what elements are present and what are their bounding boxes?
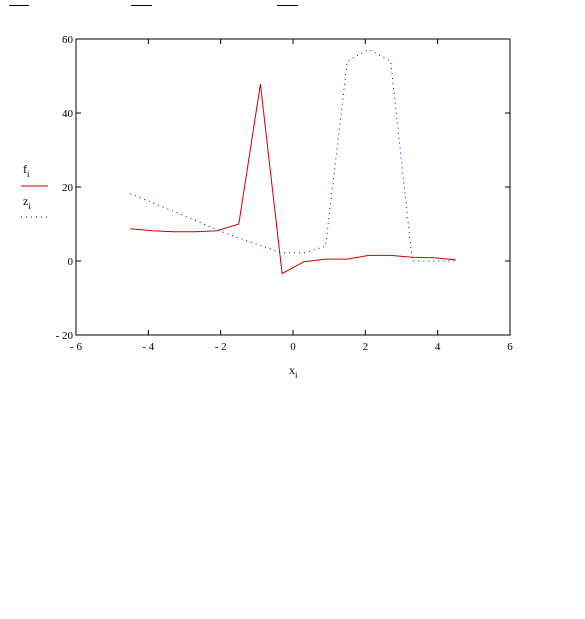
plot-frame bbox=[75, 38, 511, 336]
x-tick-label: 4 bbox=[435, 341, 441, 353]
legend-label-f-name: f bbox=[23, 162, 27, 176]
series-layer bbox=[130, 48, 456, 275]
y-tick-label: 40 bbox=[62, 108, 74, 120]
x-tick-label: 2 bbox=[363, 341, 369, 353]
y-tick-label: - 20 bbox=[56, 330, 74, 342]
legend-label-z-sub: i bbox=[28, 201, 31, 211]
axis-ticks bbox=[75, 38, 511, 336]
region-marker-3 bbox=[277, 5, 298, 6]
y-tick-label: 0 bbox=[68, 256, 74, 268]
x-tick-label: 6 bbox=[507, 341, 513, 353]
y-tick-labels: - 20 0 20 40 60 bbox=[56, 34, 74, 342]
x-axis-label: xi bbox=[289, 363, 298, 380]
x-tick-label: - 6 bbox=[70, 341, 82, 353]
region-marker-1 bbox=[9, 5, 29, 6]
x-tick-labels: - 6 - 4 - 2 0 2 4 6 bbox=[70, 341, 513, 353]
legend-label-f: fi bbox=[23, 162, 30, 179]
x-axis-label-sub: i bbox=[295, 370, 298, 380]
y-tick-label: 60 bbox=[62, 34, 74, 46]
legend-label-z: zi bbox=[23, 194, 31, 211]
legend-label-f-sub: i bbox=[27, 169, 30, 179]
series-line-f bbox=[130, 84, 456, 275]
legend: fi zi bbox=[21, 162, 48, 218]
region-marker-2 bbox=[131, 5, 152, 6]
x-tick-label: - 4 bbox=[142, 341, 154, 353]
x-tick-label: 0 bbox=[290, 341, 296, 353]
series-line-z bbox=[130, 48, 456, 262]
legend-label-z-name: z bbox=[23, 194, 28, 208]
x-tick-label: - 2 bbox=[215, 341, 227, 353]
y-tick-label: 20 bbox=[62, 182, 74, 194]
x-axis-label-name: x bbox=[289, 363, 295, 377]
